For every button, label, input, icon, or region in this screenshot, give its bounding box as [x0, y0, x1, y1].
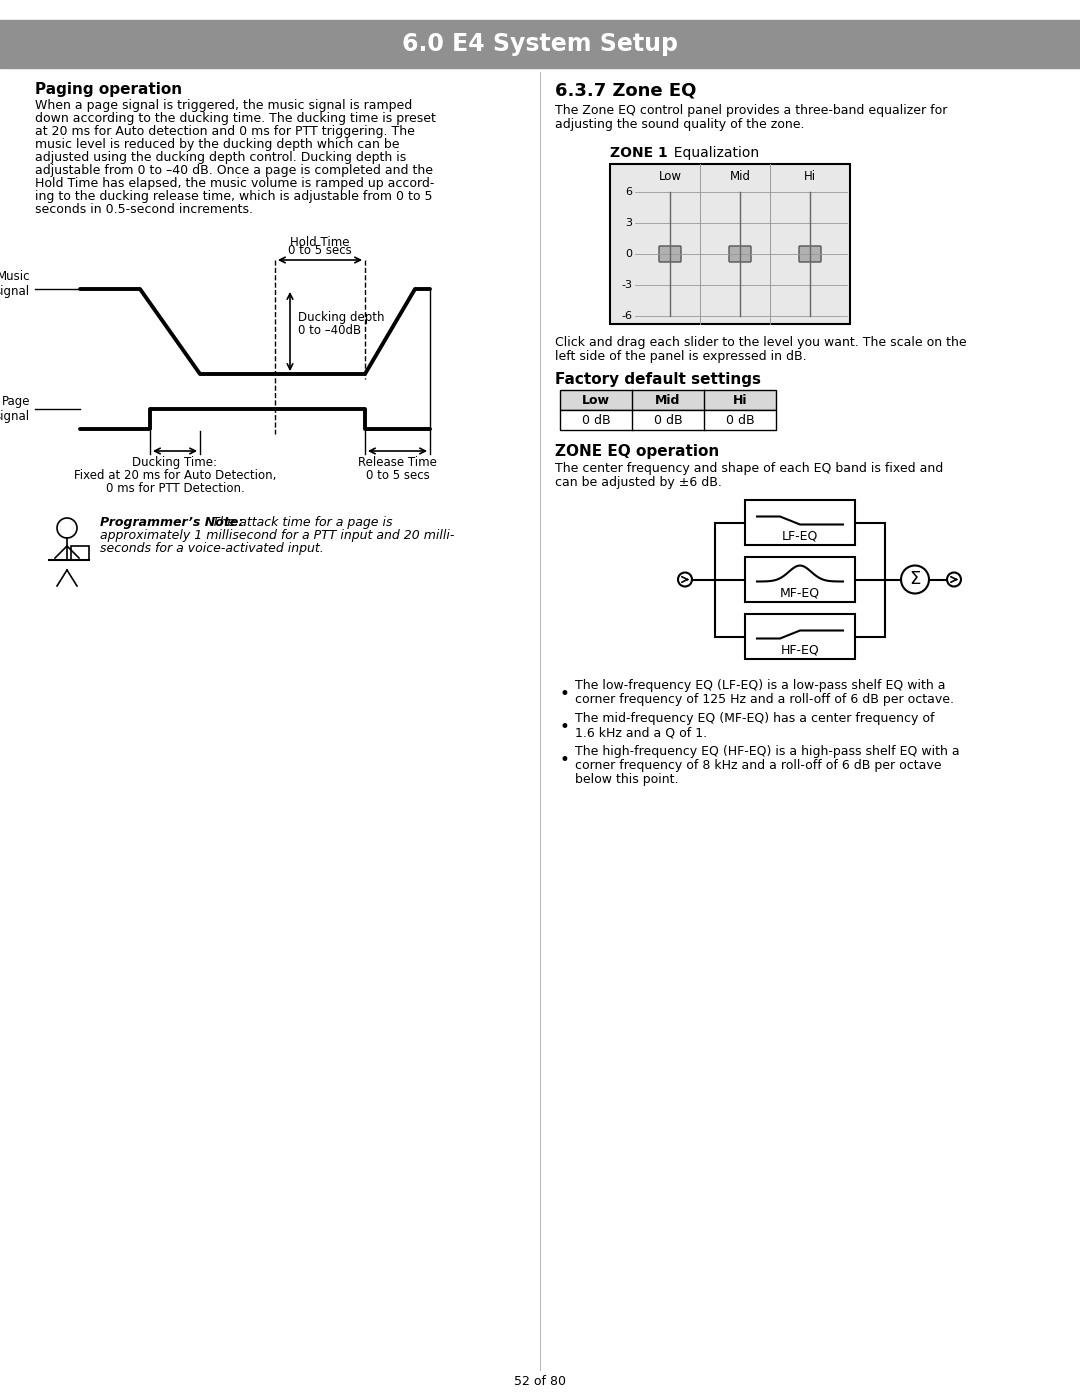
Text: Release Time: Release Time [359, 455, 437, 469]
Bar [610, 163, 850, 324]
Text: HF-EQ: HF-EQ [781, 644, 820, 657]
Text: below this point.: below this point. [575, 773, 678, 787]
Text: The high-frequency EQ (HF-EQ) is a high-pass shelf EQ with a: The high-frequency EQ (HF-EQ) is a high-… [575, 745, 960, 759]
Text: When a page signal is triggered, the music signal is ramped: When a page signal is triggered, the mus… [35, 99, 413, 112]
FancyBboxPatch shape [729, 246, 751, 263]
Text: corner frequency of 125 Hz and a roll-off of 6 dB per octave.: corner frequency of 125 Hz and a roll-of… [575, 693, 954, 705]
Text: The center frequency and shape of each EQ band is fixed and: The center frequency and shape of each E… [555, 462, 943, 475]
Text: 52 of 80: 52 of 80 [514, 1375, 566, 1389]
Text: 0 to –40dB: 0 to –40dB [298, 324, 361, 337]
Text: ZONE EQ operation: ZONE EQ operation [555, 444, 719, 460]
Text: 0 dB: 0 dB [653, 414, 683, 426]
Text: music level is reduced by the ducking depth which can be: music level is reduced by the ducking de… [35, 138, 400, 151]
Text: Music
signal: Music signal [0, 270, 30, 298]
Text: 0 ms for PTT Detection.: 0 ms for PTT Detection. [106, 482, 244, 495]
Text: seconds in 0.5-second increments.: seconds in 0.5-second increments. [35, 203, 253, 217]
Text: ZONE 1: ZONE 1 [610, 147, 667, 161]
Text: •: • [561, 685, 570, 703]
Text: can be adjusted by ±6 dB.: can be adjusted by ±6 dB. [555, 476, 721, 489]
Bar [745, 615, 855, 659]
Text: The mid-frequency EQ (MF-EQ) has a center frequency of: The mid-frequency EQ (MF-EQ) has a cente… [575, 712, 934, 725]
Text: Equalization: Equalization [665, 147, 759, 161]
Text: Factory default settings: Factory default settings [555, 372, 761, 387]
Text: 0 to 5 secs: 0 to 5 secs [288, 244, 352, 257]
Text: approximately 1 millisecond for a PTT input and 20 milli-: approximately 1 millisecond for a PTT in… [100, 529, 455, 542]
Text: Paging operation: Paging operation [35, 82, 183, 96]
Text: Hi: Hi [732, 394, 747, 407]
Text: Low: Low [582, 394, 610, 407]
Text: Programmer’s Note:: Programmer’s Note: [100, 515, 243, 529]
Circle shape [901, 566, 929, 594]
FancyBboxPatch shape [659, 246, 681, 263]
FancyBboxPatch shape [799, 246, 821, 263]
Bar [0, 20, 1080, 68]
Bar [561, 390, 777, 409]
Text: 6.3.7 Zone EQ: 6.3.7 Zone EQ [555, 82, 697, 101]
Text: MF-EQ: MF-EQ [780, 587, 820, 599]
Text: Hi: Hi [804, 169, 816, 183]
Text: Low: Low [659, 169, 681, 183]
Text: -3: -3 [621, 279, 632, 291]
Bar [745, 557, 855, 602]
Text: The attack time for a page is: The attack time for a page is [208, 515, 392, 529]
Text: •: • [561, 718, 570, 736]
Text: Page
signal: Page signal [0, 395, 30, 423]
Text: 0 dB: 0 dB [726, 414, 754, 426]
Text: at 20 ms for Auto detection and 0 ms for PTT triggering. The: at 20 ms for Auto detection and 0 ms for… [35, 124, 415, 138]
Bar [71, 546, 89, 560]
Text: 6.0 E4 System Setup: 6.0 E4 System Setup [402, 32, 678, 56]
Text: The Zone EQ control panel provides a three-band equalizer for: The Zone EQ control panel provides a thr… [555, 103, 947, 117]
Text: Mid: Mid [729, 169, 751, 183]
Text: adjusting the sound quality of the zone.: adjusting the sound quality of the zone. [555, 117, 805, 131]
Text: Hold Time has elapsed, the music volume is ramped up accord-: Hold Time has elapsed, the music volume … [35, 177, 434, 190]
Text: Ducking Time:: Ducking Time: [133, 455, 217, 469]
Text: left side of the panel is expressed in dB.: left side of the panel is expressed in d… [555, 351, 807, 363]
Text: LF-EQ: LF-EQ [782, 529, 819, 542]
Text: seconds for a voice-activated input.: seconds for a voice-activated input. [100, 542, 324, 555]
Text: 0: 0 [625, 249, 632, 258]
Text: Ducking depth: Ducking depth [298, 310, 384, 324]
Text: 3: 3 [625, 218, 632, 228]
Bar [745, 500, 855, 545]
Bar [561, 409, 777, 430]
Text: Hold Time: Hold Time [291, 236, 350, 249]
Text: adjusted using the ducking depth control. Ducking depth is: adjusted using the ducking depth control… [35, 151, 406, 163]
Text: ing to the ducking release time, which is adjustable from 0 to 5: ing to the ducking release time, which i… [35, 190, 432, 203]
Text: Σ: Σ [909, 570, 920, 588]
Text: The low-frequency EQ (LF-EQ) is a low-pass shelf EQ with a: The low-frequency EQ (LF-EQ) is a low-pa… [575, 679, 945, 692]
Text: adjustable from 0 to –40 dB. Once a page is completed and the: adjustable from 0 to –40 dB. Once a page… [35, 163, 433, 177]
Text: 1.6 kHz and a Q of 1.: 1.6 kHz and a Q of 1. [575, 726, 707, 739]
Text: 0 to 5 secs: 0 to 5 secs [366, 469, 430, 482]
Text: 6: 6 [625, 187, 632, 197]
Text: Click and drag each slider to the level you want. The scale on the: Click and drag each slider to the level … [555, 337, 967, 349]
Text: Mid: Mid [656, 394, 680, 407]
Text: 0 dB: 0 dB [582, 414, 610, 426]
Text: Fixed at 20 ms for Auto Detection,: Fixed at 20 ms for Auto Detection, [73, 469, 276, 482]
Text: •: • [561, 752, 570, 768]
Text: corner frequency of 8 kHz and a roll-off of 6 dB per octave: corner frequency of 8 kHz and a roll-off… [575, 759, 942, 773]
Text: down according to the ducking time. The ducking time is preset: down according to the ducking time. The … [35, 112, 436, 124]
Text: -6: -6 [621, 312, 632, 321]
